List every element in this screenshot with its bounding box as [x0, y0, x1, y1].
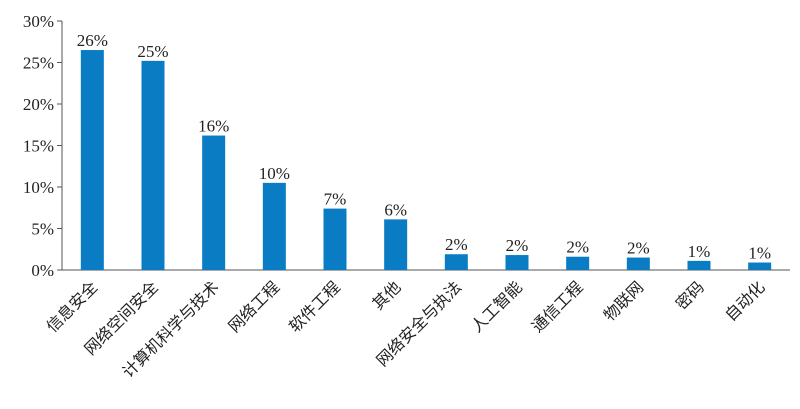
category-label: 其他 — [368, 277, 404, 313]
y-tick-label: 30% — [23, 12, 54, 31]
category-label: 密码 — [672, 277, 708, 313]
bars — [80, 50, 772, 271]
data-label: 2% — [566, 238, 589, 257]
bar — [444, 254, 468, 270]
category-label: 信息安全 — [42, 277, 101, 336]
data-labels: 26% 25% 16% 10% 7% 6% 2% 2% 2% 2% 1% 1% — [77, 31, 771, 262]
bar — [141, 60, 165, 271]
y-tick-label: 15% — [23, 137, 54, 156]
bar — [566, 256, 590, 270]
bar — [505, 255, 529, 270]
data-label: 10% — [259, 164, 290, 183]
bar — [626, 257, 650, 270]
bar — [384, 219, 408, 270]
y-tick-label: 0% — [31, 261, 54, 280]
bar — [80, 50, 104, 270]
category-label: 人工智能 — [467, 277, 526, 336]
category-labels: 信息安全网络空间安全计算机科学与技术 网络工程 软件工程 其他网络安全与执法 人工智能通… — [42, 277, 768, 381]
bar — [687, 260, 711, 270]
data-label: 1% — [748, 244, 771, 263]
data-label: 16% — [198, 117, 229, 136]
data-label: 2% — [627, 239, 650, 258]
bar — [262, 182, 286, 270]
y-tick-label: 25% — [23, 54, 54, 73]
y-tick-label: 10% — [23, 178, 54, 197]
y-tick-label: 20% — [23, 95, 54, 114]
category-label: 通信工程 — [528, 277, 587, 336]
y-tick-label: 5% — [31, 220, 54, 239]
category-label: 自动化 — [721, 277, 768, 324]
data-label: 25% — [137, 42, 168, 61]
data-label: 7% — [324, 190, 347, 209]
category-label: 网络工程 — [224, 277, 283, 336]
data-label: 2% — [445, 235, 468, 254]
data-label: 26% — [77, 31, 108, 50]
bar — [748, 262, 772, 270]
data-label: 6% — [384, 200, 407, 219]
data-label: 1% — [688, 242, 711, 261]
bar — [323, 208, 347, 270]
category-label: 软件工程 — [285, 277, 344, 336]
data-label: 2% — [506, 236, 529, 255]
category-label: 物联网 — [600, 277, 647, 324]
axes: 0% 5% 10% 15% 20% 25% 30% — [23, 12, 790, 280]
bar — [202, 135, 226, 270]
